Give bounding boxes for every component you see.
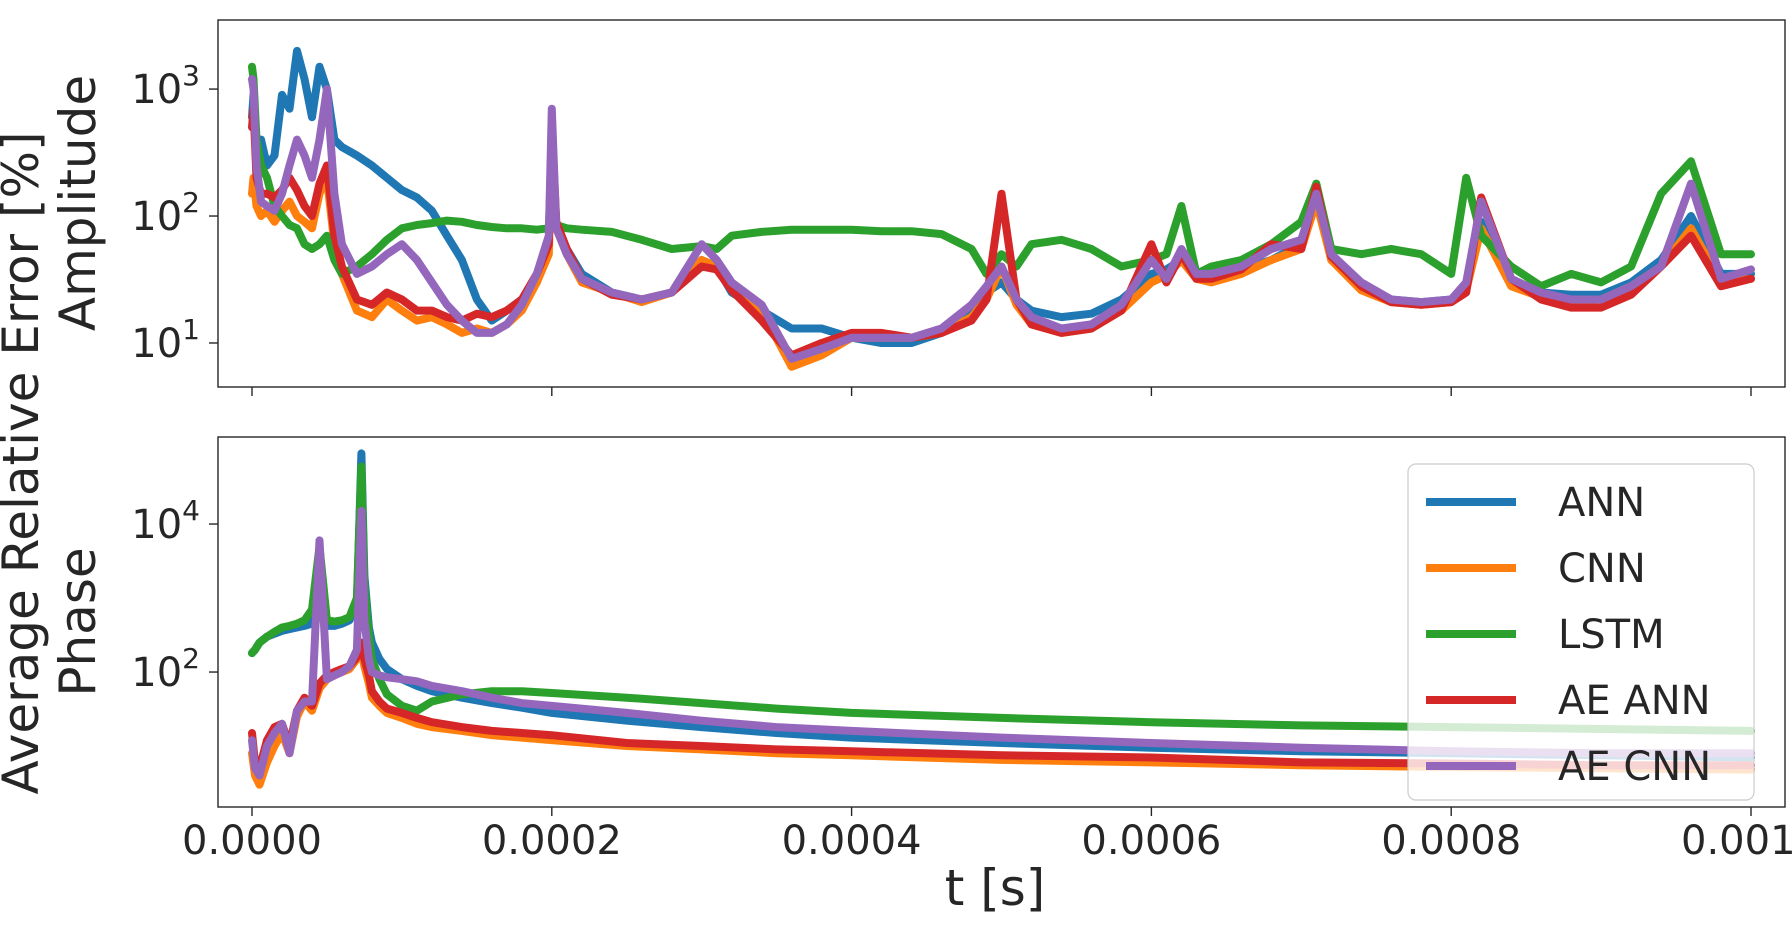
legend-label-ae-ann: AE ANN	[1558, 678, 1711, 724]
phase-xtick-label: 0.0002	[482, 818, 622, 864]
phase-xtick-label: 0.0004	[782, 818, 922, 864]
phase-plot-area	[217, 436, 1786, 808]
amplitude-x-ticks	[251, 387, 1752, 396]
amplitude-plot-area	[217, 19, 1786, 388]
legend-label-cnn: CNN	[1558, 546, 1646, 592]
amplitude-ytick-label: 101	[131, 313, 200, 367]
amplitude-ylabel: Amplitude	[49, 75, 107, 331]
legend: ANN CNN LSTM AE ANN AE CNN	[1407, 463, 1755, 801]
phase-xtick-label: 0.0008	[1381, 818, 1521, 864]
amplitude-ytick-label: 103	[131, 59, 200, 113]
legend-box	[1407, 463, 1755, 801]
amplitude-y-ticks: 101 102 103	[131, 59, 218, 367]
legend-label-ann: ANN	[1558, 480, 1645, 526]
amplitude-ytick-label: 102	[131, 186, 200, 240]
phase-ylabel: Phase	[49, 547, 107, 696]
amplitude-axes-frame	[217, 19, 1786, 388]
phase-series-ae-cnn	[248, 507, 1755, 780]
phase-series-group	[248, 449, 1755, 789]
amplitude-series-ae-ann	[248, 104, 1755, 360]
shared-xlabel: t [s]	[945, 859, 1046, 917]
amplitude-series-group	[248, 46, 1755, 371]
legend-items: ANN CNN LSTM AE ANN AE CNN	[1426, 480, 1711, 790]
phase-xtick-label: 0.0010	[1681, 818, 1792, 864]
legend-label-ae-cnn: AE CNN	[1558, 744, 1711, 790]
legend-label-lstm: LSTM	[1558, 612, 1665, 658]
shared-ylabel: Average Relative Error [%]	[0, 131, 50, 794]
phase-ytick-label: 102	[131, 642, 200, 696]
phase-xtick-label: 0.0000	[182, 818, 322, 864]
phase-xtick-label: 0.0006	[1081, 818, 1221, 864]
phase-x-ticks: 0.0000 0.0002 0.0004 0.0006 0.0008 0.0010	[182, 807, 1792, 864]
phase-ytick-label: 104	[131, 494, 200, 548]
amplitude-series-lstm	[248, 62, 1755, 291]
amplitude-series-ae-cnn	[248, 75, 1755, 363]
phase-y-ticks: 102 104	[131, 494, 218, 696]
amplitude-panel: 101 102 103 Amplitude	[49, 19, 1786, 396]
phase-axes-frame	[217, 436, 1786, 808]
